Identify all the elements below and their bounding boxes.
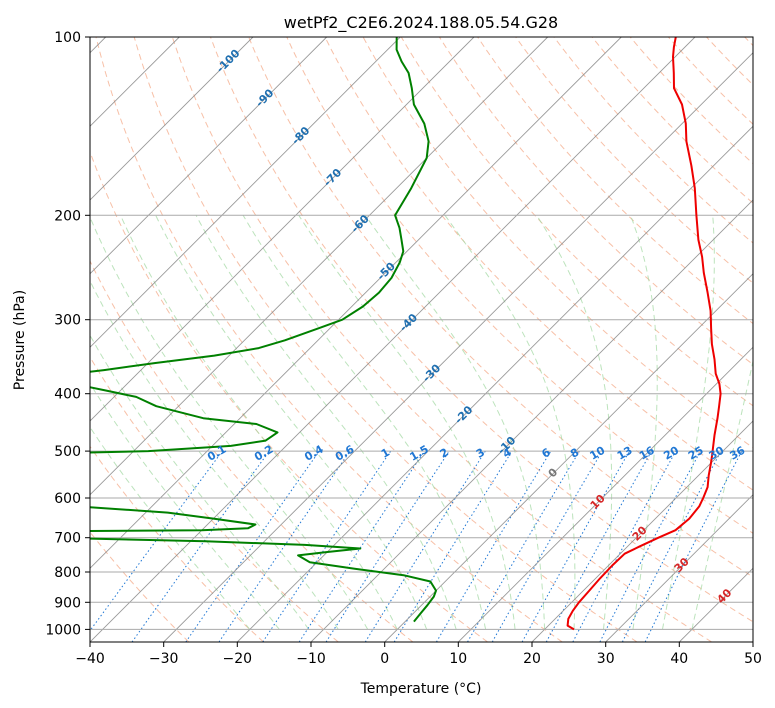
mixing-ratio-line — [218, 450, 351, 642]
mixing-ratio-line — [262, 450, 392, 642]
x-axis-title: Temperature (°C) — [360, 681, 482, 697]
y-tick-label: 300 — [54, 313, 81, 329]
dry-adiabat — [90, 445, 264, 642]
dry-adiabat — [515, 37, 753, 284]
temperature-trace — [566, 37, 722, 631]
plot-frame — [89, 36, 754, 643]
y-axis-title: Pressure (hPa) — [12, 290, 28, 390]
x-tick-label: 0 — [380, 651, 389, 667]
mixing-ratio-line — [325, 450, 450, 642]
y-tick-label: 800 — [54, 565, 81, 581]
y-tick-label: 400 — [54, 387, 81, 403]
mixing-ratio-line — [545, 450, 653, 642]
x-tick-label: 30 — [597, 651, 615, 667]
isotherm-line — [90, 37, 549, 496]
isotherm-line — [310, 199, 753, 642]
dry-adiabat — [248, 37, 753, 578]
isotherm-line — [384, 273, 753, 642]
x-tick-label: −30 — [149, 651, 179, 667]
dry-adiabat — [324, 37, 753, 491]
isotherm-line — [90, 37, 622, 569]
chart-axes: −40 −30 −20 −10 0 10 20 30 40 50 1000 900 800 700 600 5… — [45, 30, 762, 667]
moist-adiabat — [242, 215, 487, 630]
isotherm-line — [531, 420, 753, 642]
x-tick-label: 20 — [523, 651, 541, 667]
mixing-ratio-line — [131, 450, 270, 642]
x-tick-label: 40 — [670, 651, 688, 667]
y-tick-label: 500 — [54, 444, 81, 460]
y-tick-label: 200 — [54, 208, 81, 224]
isotherm-line — [457, 346, 753, 642]
mixing-ratio-line — [298, 450, 425, 642]
isotherm-line — [605, 494, 753, 642]
isotherm-line — [90, 37, 475, 422]
mixing-ratio-line — [644, 450, 743, 642]
y-tick-label: 900 — [54, 595, 81, 611]
y-tick-label: 100 — [54, 30, 81, 46]
mixing-ratio-line — [90, 450, 223, 632]
moist-adiabat — [90, 334, 310, 630]
isotherm-line — [90, 37, 328, 275]
isotherm-line — [90, 37, 401, 348]
isotherm-line — [90, 37, 254, 201]
dewpoint-trace — [90, 37, 437, 623]
chart-title: wetPf2_C2E6.2024.188.05.54.G28 — [284, 13, 558, 33]
x-tick-label: 10 — [449, 651, 467, 667]
y-tick-label: 600 — [54, 491, 81, 507]
x-tick-label: −40 — [75, 651, 105, 667]
mixing-ratio-line — [185, 450, 320, 642]
x-tick-label: −20 — [223, 651, 253, 667]
x-tick-label: 50 — [744, 651, 762, 667]
y-tick-label: 700 — [54, 531, 81, 547]
moist-adiabat — [120, 215, 398, 630]
x-tick-label: −10 — [296, 651, 326, 667]
dry-adiabat — [90, 356, 339, 642]
isotherm-line — [163, 52, 753, 642]
moist-adiabat — [90, 279, 339, 630]
dry-adiabat — [210, 37, 753, 623]
dry-adiabat — [90, 259, 414, 642]
mixing-ratio-line — [393, 450, 513, 642]
chart-traces — [90, 37, 722, 631]
dry-adiabat — [171, 37, 712, 642]
y-tick-label: 1000 — [45, 622, 81, 638]
mixing-ratio-line — [521, 450, 630, 642]
isotherm-line — [236, 125, 753, 642]
dry-adiabat — [286, 37, 753, 534]
dry-adiabat — [95, 37, 563, 642]
